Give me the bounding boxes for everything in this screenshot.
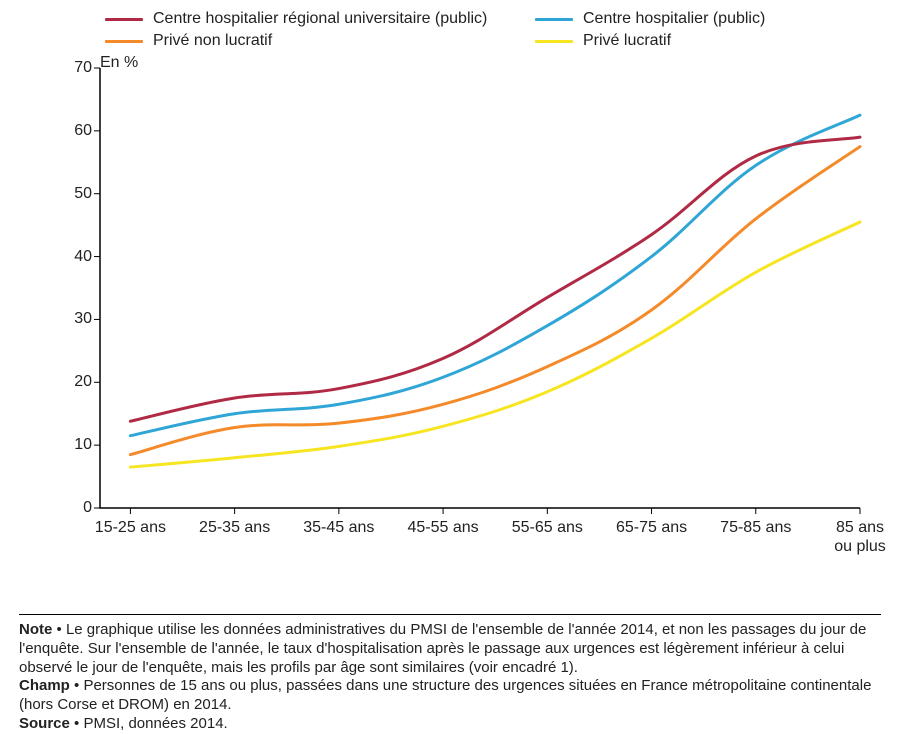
y-tick-label: 0 <box>52 499 100 517</box>
x-tick-label: 25-35 ans <box>199 508 270 537</box>
y-tick-label: 70 <box>52 59 100 77</box>
source-line: Source • PMSI, données 2014. <box>19 715 881 734</box>
series-line-pnl <box>130 147 860 455</box>
source-term: Source <box>19 715 70 732</box>
legend-item-chru: Centre hospitalier régional universitair… <box>105 10 505 28</box>
footnotes: Note • Le graphique utilise les données … <box>19 614 881 734</box>
source-sep: • <box>70 715 84 732</box>
champ-sep: • <box>70 677 84 694</box>
legend-label-chru: Centre hospitalier régional universitair… <box>153 10 487 28</box>
legend-label-pl: Privé lucratif <box>583 32 671 50</box>
y-tick-label: 50 <box>52 185 100 203</box>
chart: En % 01020304050607015-25 ans25-35 ans35… <box>20 56 880 556</box>
note-line: Note • Le graphique utilise les données … <box>19 621 881 677</box>
champ-term: Champ <box>19 677 70 694</box>
x-tick-label: 45-55 ans <box>407 508 478 537</box>
champ-text: Personnes de 15 ans ou plus, passées dan… <box>19 677 871 713</box>
note-term: Note <box>19 621 52 638</box>
legend-label-ch: Centre hospitalier (public) <box>583 10 765 28</box>
source-text: PMSI, données 2014. <box>83 715 227 732</box>
y-tick-label: 60 <box>52 122 100 140</box>
legend-swatch-ch <box>535 18 573 21</box>
x-tick-label: 85 ans ou plus <box>834 508 886 556</box>
y-tick-label: 10 <box>52 436 100 454</box>
y-tick-label: 20 <box>52 373 100 391</box>
x-tick-label: 35-45 ans <box>303 508 374 537</box>
legend: Centre hospitalier régional universitair… <box>70 10 830 50</box>
y-tick-label: 30 <box>52 310 100 328</box>
series-line-pl <box>130 222 860 467</box>
note-text: Le graphique utilise les données adminis… <box>19 621 866 676</box>
chart-svg <box>100 68 860 508</box>
legend-swatch-pl <box>535 40 573 43</box>
legend-label-pnl: Privé non lucratif <box>153 32 272 50</box>
legend-item-pnl: Privé non lucratif <box>105 32 505 50</box>
x-tick-label: 15-25 ans <box>95 508 166 537</box>
legend-item-ch: Centre hospitalier (public) <box>535 10 795 28</box>
series-line-chru <box>130 137 860 421</box>
y-tick-label: 40 <box>52 248 100 266</box>
note-sep: • <box>52 621 66 638</box>
plot-area: 01020304050607015-25 ans25-35 ans35-45 a… <box>100 68 860 508</box>
champ-line: Champ • Personnes de 15 ans ou plus, pas… <box>19 677 881 715</box>
legend-swatch-pnl <box>105 40 143 43</box>
legend-swatch-chru <box>105 18 143 21</box>
x-tick-label: 55-65 ans <box>512 508 583 537</box>
x-tick-label: 65-75 ans <box>616 508 687 537</box>
x-tick-label: 75-85 ans <box>720 508 791 537</box>
legend-item-pl: Privé lucratif <box>535 32 795 50</box>
